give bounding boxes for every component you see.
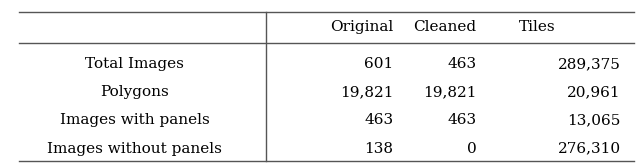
Text: 19,821: 19,821 <box>340 85 394 99</box>
Text: Polygons: Polygons <box>100 85 169 99</box>
Text: Original: Original <box>330 20 393 34</box>
Text: 20,961: 20,961 <box>567 85 621 99</box>
Text: 463: 463 <box>447 113 477 127</box>
Text: 13,065: 13,065 <box>568 113 621 127</box>
Text: 0: 0 <box>467 142 477 156</box>
Text: Cleaned: Cleaned <box>413 20 476 34</box>
Text: Tiles: Tiles <box>519 20 556 34</box>
Text: 276,310: 276,310 <box>557 142 621 156</box>
Text: 138: 138 <box>365 142 394 156</box>
Text: 289,375: 289,375 <box>558 57 621 71</box>
Text: Total Images: Total Images <box>85 57 184 71</box>
Text: Images with panels: Images with panels <box>60 113 209 127</box>
Text: 463: 463 <box>364 113 394 127</box>
Text: 463: 463 <box>447 57 477 71</box>
Text: Images without panels: Images without panels <box>47 142 222 156</box>
Text: 601: 601 <box>364 57 394 71</box>
Text: 19,821: 19,821 <box>423 85 477 99</box>
